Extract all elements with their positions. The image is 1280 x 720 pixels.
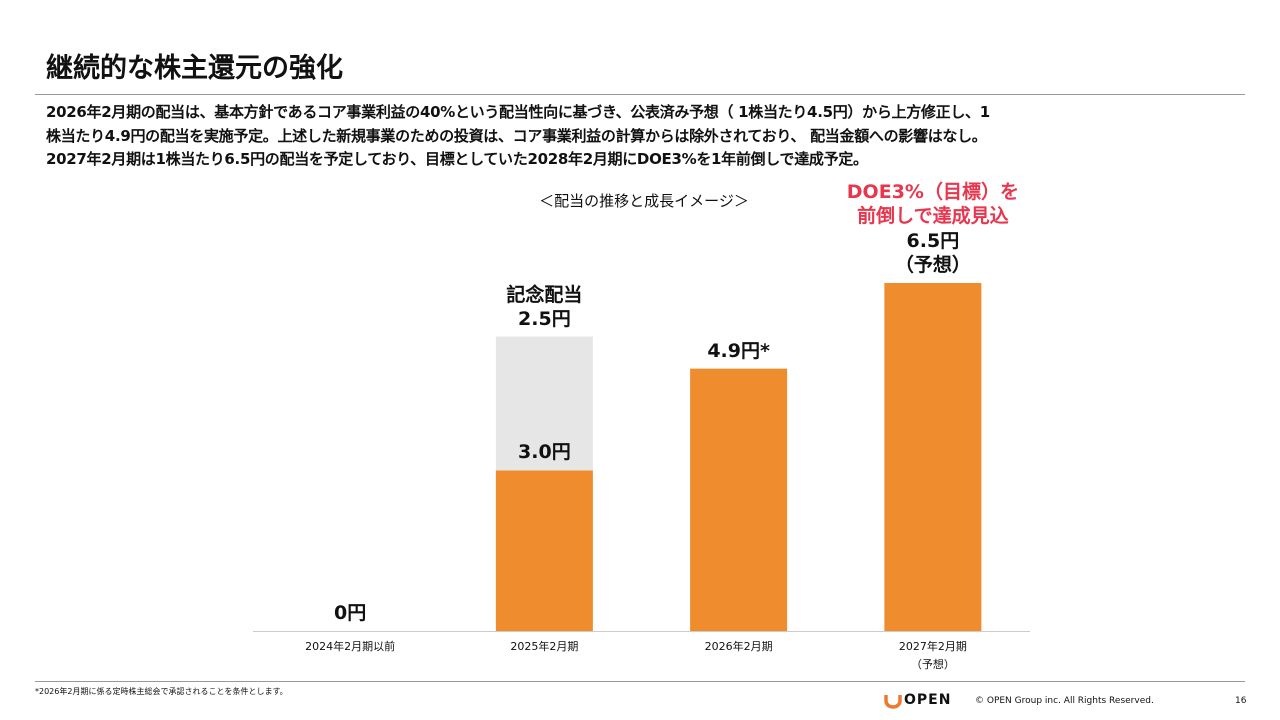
bar-segment <box>690 368 788 631</box>
segment-name: 記念配当 <box>506 283 583 306</box>
chart-svg <box>253 283 1030 632</box>
logo-text: OPEN <box>904 692 952 708</box>
page-number: 16 <box>1235 696 1247 706</box>
x-tick-label: 2027年2月期 （予想） <box>898 640 967 671</box>
x-tick-label: 2026年2月期 <box>704 640 773 653</box>
description-line: 2027年2月期は1株当たり6.5円の配当を予定しており、目標としていた2028… <box>46 150 868 168</box>
slide-title: 継続的な株主還元の強化 <box>46 53 343 84</box>
data-label: 6.5円 （予想） <box>894 230 971 276</box>
copyright: © OPEN Group inc. All Rights Reserved. <box>975 696 1154 706</box>
data-label: 4.9円* <box>707 339 770 362</box>
data-label: 0円 <box>334 602 367 624</box>
annotation: DOE3%（目標）を 前倒しで達成見込 <box>846 181 1019 227</box>
data-label: 3.0円 <box>518 441 571 464</box>
footer-rule <box>35 681 1245 682</box>
x-tick-label: 2025年2月期 <box>510 640 579 653</box>
data-label: 記念配当 2.5円 <box>506 283 583 330</box>
header-rule <box>35 94 1245 95</box>
chart: 2024年2月期以前 2025年2月期 2026年2月期 2027年2月期 （予想） 0… <box>253 181 1030 671</box>
description: 2026年2月期の配当は、基本方針であるコア事業利益の40%という配当性向に基づ… <box>46 101 990 172</box>
description-line: 2026年2月期の配当は、基本方針であるコア事業利益の40%という配当性向に基づ… <box>46 103 990 121</box>
chart-subtitle: ＜配当の推移と成長イメージ＞ <box>0 190 1280 211</box>
x-tick-label: 2024年2月期以前 <box>305 640 396 653</box>
bar-segment <box>884 283 982 631</box>
chart-subtitle-text: ＜配当の推移と成長イメージ＞ <box>539 192 749 210</box>
bar-segment <box>495 336 593 471</box>
footnote: *2026年2月期に係る定時株主総会で承認されることを条件とします。 <box>35 687 288 696</box>
bar-segment <box>495 470 593 631</box>
logo-mark <box>884 695 902 709</box>
description-line: 株当たり4.9円の配当を実施予定。上述した新規事業のための投資は、コア事業利益の… <box>46 126 987 145</box>
